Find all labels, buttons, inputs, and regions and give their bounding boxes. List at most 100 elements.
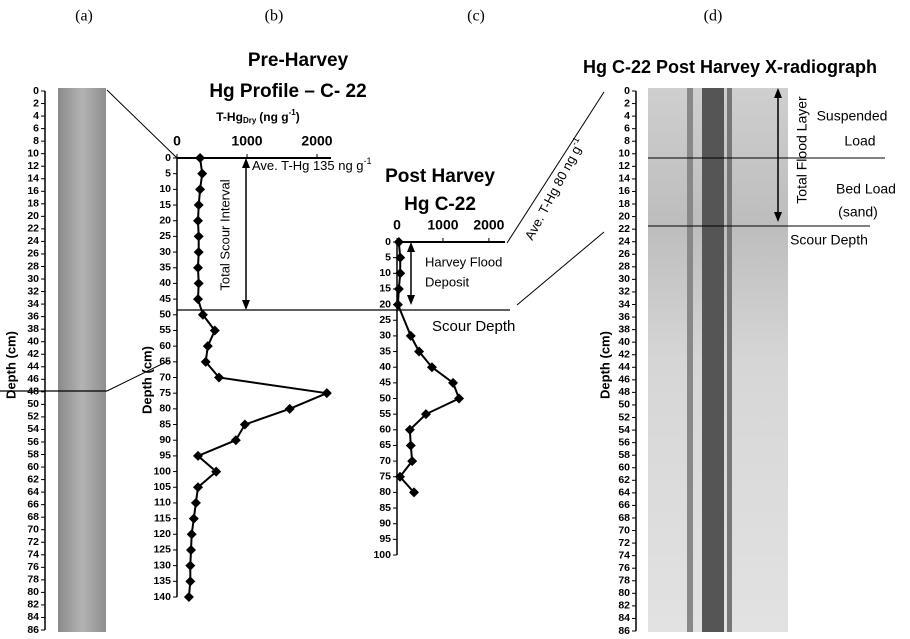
- y-tick-label: 18: [618, 198, 630, 210]
- y-tick-label: 82: [27, 599, 39, 611]
- data-point: [202, 341, 213, 352]
- annotation: Suspended: [817, 108, 888, 124]
- data-point: [405, 440, 416, 451]
- data-point: [404, 424, 415, 435]
- data-point: [426, 362, 437, 373]
- label-unit-end: ): [296, 110, 300, 124]
- data-point: [193, 450, 203, 461]
- y-tick-label: 40: [27, 335, 39, 347]
- y-tick-label: 15: [159, 199, 171, 211]
- y-tick-label: 62: [27, 473, 39, 485]
- label-unit: (ng g: [259, 110, 288, 124]
- y-tick-label: 60: [159, 340, 171, 352]
- data-point: [186, 529, 197, 540]
- y-tick-label: 4: [33, 110, 39, 122]
- y-tick-label: 30: [379, 330, 391, 342]
- x-tick-label: 2000: [301, 133, 332, 149]
- y-tick-label: 6: [33, 122, 39, 134]
- y-tick-label: 100: [153, 465, 171, 477]
- y-tick-label: 65: [379, 439, 391, 451]
- y-tick-label: 25: [379, 314, 391, 326]
- y-tick-label: 14: [27, 173, 39, 185]
- y-tick-label: 52: [618, 411, 630, 423]
- annotation: Load: [844, 133, 875, 149]
- x-radiograph-edge: [727, 88, 732, 632]
- y-tick-label: 30: [27, 273, 39, 285]
- y-tick-label: 76: [618, 562, 630, 574]
- y-tick-label: 74: [27, 549, 39, 561]
- y-tick-label: 125: [153, 544, 171, 556]
- data-point: [195, 153, 206, 163]
- x-tick-label: 1000: [231, 133, 262, 149]
- label-sup: -1: [289, 108, 297, 117]
- y-tick-label: 6: [624, 122, 630, 134]
- annotation: Deposit: [425, 274, 469, 289]
- data-point: [185, 576, 196, 587]
- y-tick-label: 54: [618, 424, 630, 436]
- chart-title: Hg C-22 Post Harvey X-radiograph: [583, 57, 877, 77]
- y-tick-label: 75: [159, 387, 171, 399]
- y-tick-label: 28: [27, 260, 39, 272]
- data-point: [414, 346, 425, 357]
- x-tick-label: 2000: [473, 217, 504, 233]
- y-tick-label: 82: [618, 600, 630, 612]
- y-tick-label: 36: [27, 310, 39, 322]
- data-point: [395, 252, 406, 263]
- y-tick-label: 30: [159, 246, 171, 258]
- chart-title: Hg Profile – C- 22: [209, 81, 366, 102]
- connector: [506, 91, 605, 244]
- panel-label: (b): [265, 8, 284, 25]
- y-tick-label: 38: [618, 323, 630, 335]
- annotation: (sand): [838, 204, 878, 220]
- y-tick-label: 12: [618, 160, 630, 172]
- y-tick-label: 35: [159, 262, 171, 274]
- y-tick-label: 70: [27, 524, 39, 536]
- y-tick-label: 62: [618, 474, 630, 486]
- profile-line: [396, 241, 461, 494]
- y-tick-label: 50: [379, 392, 391, 404]
- data-point: [193, 294, 203, 305]
- y-tick-label: 68: [27, 511, 39, 523]
- data-point: [197, 168, 208, 179]
- y-tick-label: 8: [624, 135, 630, 147]
- y-tick-label: 66: [618, 499, 630, 511]
- y-tick-label: 28: [618, 261, 630, 273]
- data-point: [321, 388, 332, 399]
- annotation: Scour Depth: [432, 318, 515, 335]
- core-photo: [58, 88, 106, 632]
- y-tick-label: 70: [618, 524, 630, 536]
- y-tick-label: 85: [159, 418, 171, 430]
- annotation: Harvey Flood: [425, 254, 502, 269]
- y-tick-label: 40: [379, 361, 391, 373]
- y-tick-label: 80: [27, 586, 39, 598]
- data-point: [193, 482, 203, 493]
- y-tick-label: 46: [27, 373, 39, 385]
- data-point: [188, 513, 199, 524]
- y-tick-label: 110: [154, 497, 171, 509]
- data-point: [193, 231, 204, 242]
- y-tick-label: 5: [385, 251, 391, 263]
- y-tick-label: 68: [618, 512, 630, 524]
- data-point: [186, 544, 196, 555]
- y-tick-label: 100: [373, 549, 391, 561]
- data-point: [284, 403, 295, 414]
- data-point: [239, 419, 250, 430]
- y-tick-label: 2: [624, 97, 630, 109]
- y-tick-label: 40: [159, 277, 171, 289]
- y-tick-label: 80: [618, 587, 630, 599]
- y-tick-label: 64: [618, 487, 630, 499]
- y-tick-label: 24: [618, 235, 630, 247]
- y-tick-label: 32: [27, 285, 39, 297]
- y-tick-label: 90: [379, 517, 391, 529]
- y-tick-label: 0: [165, 152, 171, 164]
- y-tick-label: 40: [618, 336, 630, 348]
- y-tick-label: 115: [154, 512, 171, 524]
- y-tick-label: 105: [153, 481, 171, 493]
- x-tick-label: 0: [173, 133, 181, 149]
- y-tick-label: 4: [624, 110, 630, 122]
- y-tick-label: 66: [27, 498, 39, 510]
- data-point: [190, 497, 201, 508]
- label-text: T-Hg: [216, 110, 243, 124]
- y-tick-label: 10: [379, 267, 391, 279]
